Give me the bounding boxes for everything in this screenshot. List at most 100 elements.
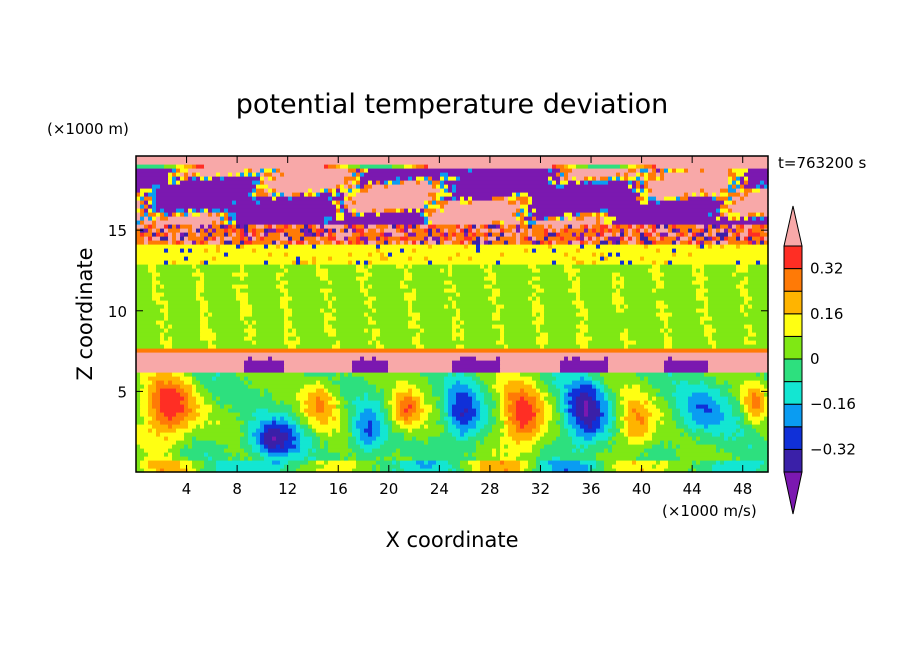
contour-cell [452, 232, 457, 237]
contour-cell [268, 228, 277, 233]
contour-cell [660, 236, 665, 241]
contour-cell [276, 276, 281, 281]
contour-cell [744, 172, 769, 177]
contour-cell [748, 216, 753, 221]
contour-cell [136, 456, 145, 461]
contour-cell [436, 200, 449, 205]
contour-cell [136, 160, 769, 165]
contour-cell [340, 188, 349, 193]
contour-cell [288, 268, 317, 273]
contour-cell [736, 188, 741, 193]
contour-cell [248, 440, 257, 445]
contour-cell [544, 240, 549, 245]
contour-cell [400, 404, 409, 409]
contour-cell [176, 236, 181, 241]
contour-cell [656, 240, 673, 245]
contour-cell [628, 440, 645, 445]
contour-cell [424, 424, 429, 429]
contour-cell [616, 392, 621, 397]
contour-cell [252, 304, 281, 309]
contour-cell [480, 264, 485, 269]
contour-cell [388, 360, 453, 365]
contour-cell [192, 164, 197, 169]
contour-cell [584, 448, 605, 453]
contour-cell [356, 412, 361, 417]
contour-cell [248, 320, 253, 325]
contour-cell [296, 436, 301, 441]
contour-cell [440, 228, 445, 233]
contour-cell [608, 360, 665, 365]
contour-cell [676, 424, 689, 429]
contour-cell [328, 416, 333, 421]
contour-cell [724, 416, 741, 421]
contour-cell [628, 344, 665, 349]
contour-cell [536, 296, 541, 301]
contour-cell [336, 184, 341, 189]
contour-cell [568, 432, 577, 437]
contour-cell [356, 200, 425, 205]
contour-cell [160, 216, 169, 221]
contour-cell [384, 184, 389, 189]
contour-cell [304, 384, 325, 389]
contour-cell [364, 224, 369, 229]
contour-cell [664, 300, 705, 305]
contour-cell [696, 436, 701, 441]
contour-cell [136, 340, 161, 345]
contour-cell [752, 224, 761, 229]
contour-cell [164, 344, 173, 349]
contour-cell [760, 404, 765, 409]
contour-cell [148, 240, 169, 245]
contour-cell [656, 236, 661, 241]
contour-cell [500, 452, 505, 457]
contour-cell [220, 172, 229, 177]
contour-cell [164, 412, 177, 417]
contour-cell [352, 212, 357, 217]
contour-cell [308, 412, 333, 417]
contour-cell [608, 404, 613, 409]
contour-cell [380, 248, 401, 253]
contour-cell [628, 232, 633, 237]
contour-cell [496, 416, 501, 421]
contour-cell [696, 440, 769, 445]
contour-cell [424, 236, 429, 241]
contour-cell [140, 200, 145, 205]
contour-cell [312, 260, 317, 265]
contour-cell [760, 212, 765, 217]
contour-cell [160, 432, 185, 437]
contour-cell [336, 204, 341, 209]
contour-cell [208, 228, 213, 233]
contour-cell [692, 436, 697, 441]
contour-cell [740, 292, 749, 297]
contour-cell [240, 236, 245, 241]
contour-cell [408, 408, 417, 413]
contour-cell [392, 180, 401, 185]
contour-cell [336, 332, 373, 337]
contour-cell [480, 376, 497, 381]
contour-cell [532, 216, 537, 221]
contour-cell [352, 424, 357, 429]
contour-cell [368, 288, 413, 293]
contour-cell [740, 404, 745, 409]
contour-cell [560, 216, 565, 221]
contour-cell [636, 412, 641, 417]
contour-cell [348, 456, 357, 461]
contour-cell [552, 180, 557, 185]
contour-cell [348, 420, 353, 425]
contour-cell [752, 412, 761, 417]
contour-cell [452, 432, 461, 437]
contour-cell [748, 444, 753, 449]
contour-cell [392, 408, 397, 413]
contour-cell [636, 240, 641, 245]
contour-cell [480, 468, 505, 473]
contour-cell [496, 340, 505, 345]
contour-cell [412, 228, 425, 233]
contour-cell [372, 408, 381, 413]
contour-cell [184, 164, 193, 169]
contour-cell [500, 308, 533, 313]
contour-cell [596, 220, 601, 225]
contour-cell [736, 456, 741, 461]
contour-cell [328, 304, 333, 309]
contour-cell [360, 412, 377, 417]
contour-cell [656, 300, 665, 305]
contour-cell [148, 200, 153, 205]
